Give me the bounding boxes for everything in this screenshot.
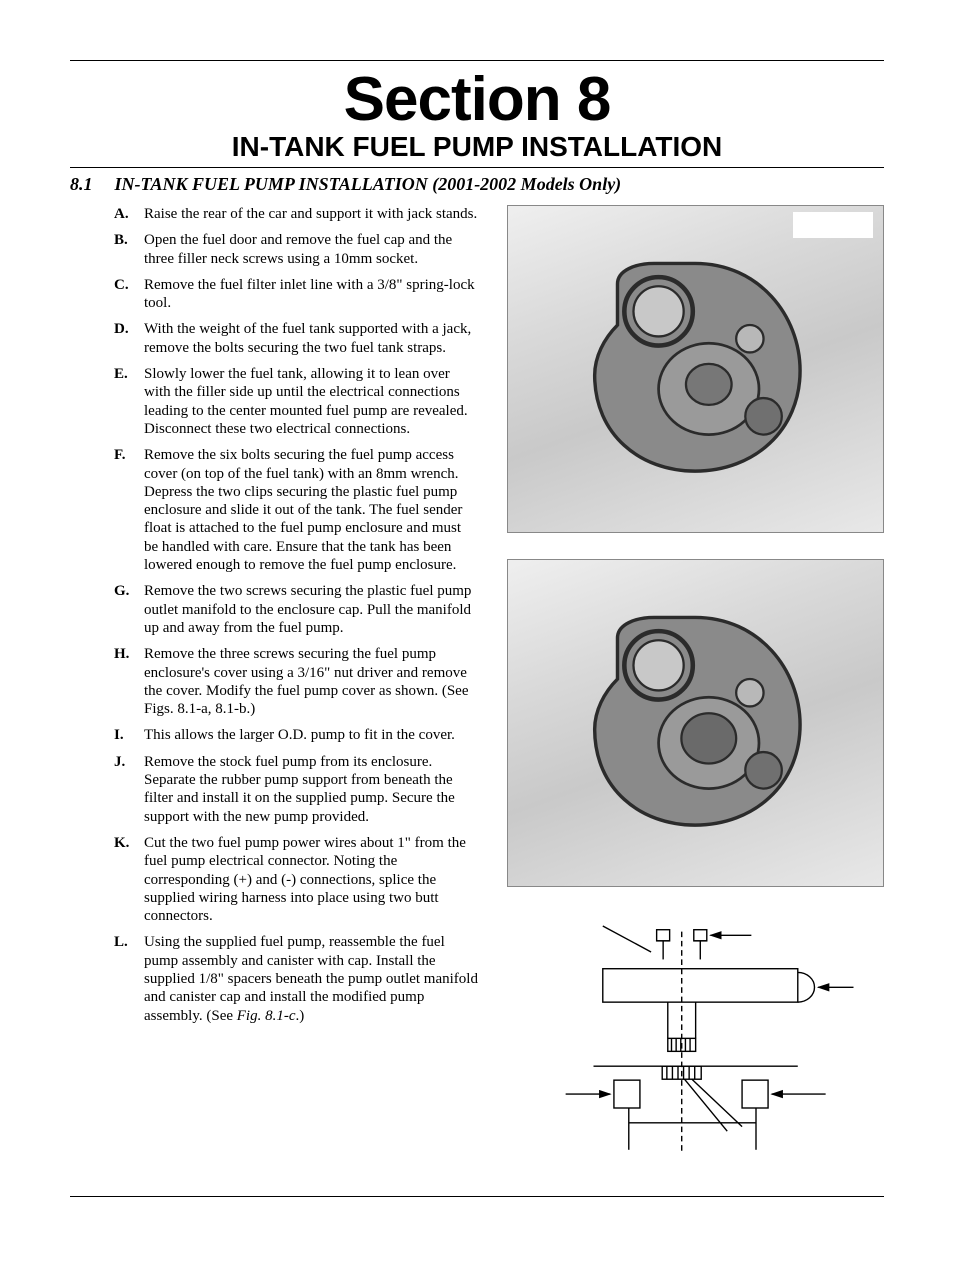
footer-box [614, 1205, 884, 1245]
step-letter: A. [114, 205, 144, 223]
step-text: Raise the rear of the car and support it… [144, 205, 479, 223]
step-letter: B. [114, 231, 144, 268]
step-text: Cut the two fuel pump power wires about … [144, 834, 479, 925]
figure-a-white-tab [793, 212, 873, 238]
step-text: Open the fuel door and remove the fuel c… [144, 231, 479, 268]
step-letter: L. [114, 933, 144, 1024]
step-A: A.Raise the rear of the car and support … [70, 205, 479, 223]
step-letter: D. [114, 320, 144, 357]
step-text: This allows the larger O.D. pump to fit … [144, 726, 479, 744]
step-text: Remove the fuel filter inlet line with a… [144, 276, 479, 313]
pump-cover-modified-icon [575, 606, 815, 834]
bottom-rule [70, 1196, 884, 1197]
step-text: With the weight of the fuel tank support… [144, 320, 479, 357]
figure-reference: Fig. 8.1-c [237, 1008, 296, 1024]
step-F: F.Remove the six bolts securing the fuel… [70, 446, 479, 574]
two-column-layout: A.Raise the rear of the car and support … [70, 205, 884, 1178]
mid-rule [70, 167, 884, 168]
step-H: H.Remove the three screws securing the f… [70, 645, 479, 718]
step-text: Remove the stock fuel pump from its encl… [144, 753, 479, 826]
section-header: Section 8 IN-TANK FUEL PUMP INSTALLATION [70, 69, 884, 161]
top-rule [70, 60, 884, 61]
step-letter: F. [114, 446, 144, 574]
step-text: Remove the six bolts securing the fuel p… [144, 446, 479, 574]
subheading-number: 8.1 [70, 174, 110, 195]
step-letter: I. [114, 726, 144, 744]
step-K: K.Cut the two fuel pump power wires abou… [70, 834, 479, 925]
section-title: Section 8 [70, 69, 884, 131]
step-letter: H. [114, 645, 144, 718]
step-letter: C. [114, 276, 144, 313]
step-J: J.Remove the stock fuel pump from its en… [70, 753, 479, 826]
steps-column: A.Raise the rear of the car and support … [70, 205, 479, 1178]
step-G: G.Remove the two screws securing the pla… [70, 582, 479, 637]
step-letter: K. [114, 834, 144, 925]
step-L: L.Using the supplied fuel pump, reassemb… [70, 933, 479, 1024]
step-text: Remove the three screws securing the fue… [144, 645, 479, 718]
figure-8-1-c [507, 913, 884, 1173]
step-E: E.Slowly lower the fuel tank, allowing i… [70, 365, 479, 438]
subheading-text: IN-TANK FUEL PUMP INSTALLATION (2001-200… [115, 174, 622, 194]
step-text: Slowly lower the fuel tank, allowing it … [144, 365, 479, 438]
step-D: D.With the weight of the fuel tank suppo… [70, 320, 479, 357]
step-letter: J. [114, 753, 144, 826]
step-C: C.Remove the fuel filter inlet line with… [70, 276, 479, 313]
step-text: Using the supplied fuel pump, reassemble… [144, 933, 479, 1024]
pump-cover-icon [575, 252, 815, 480]
figure-8-1-a [507, 205, 884, 533]
step-text: Remove the two screws securing the plast… [144, 582, 479, 637]
page-footer [70, 1205, 884, 1245]
subheading: 8.1 IN-TANK FUEL PUMP INSTALLATION (2001… [70, 174, 884, 195]
section-subtitle: IN-TANK FUEL PUMP INSTALLATION [70, 133, 884, 161]
figure-8-1-b [507, 559, 884, 887]
step-letter: G. [114, 582, 144, 637]
figures-column [507, 205, 884, 1178]
step-B: B.Open the fuel door and remove the fuel… [70, 231, 479, 268]
step-letter: E. [114, 365, 144, 438]
step-I: I.This allows the larger O.D. pump to fi… [70, 726, 479, 744]
